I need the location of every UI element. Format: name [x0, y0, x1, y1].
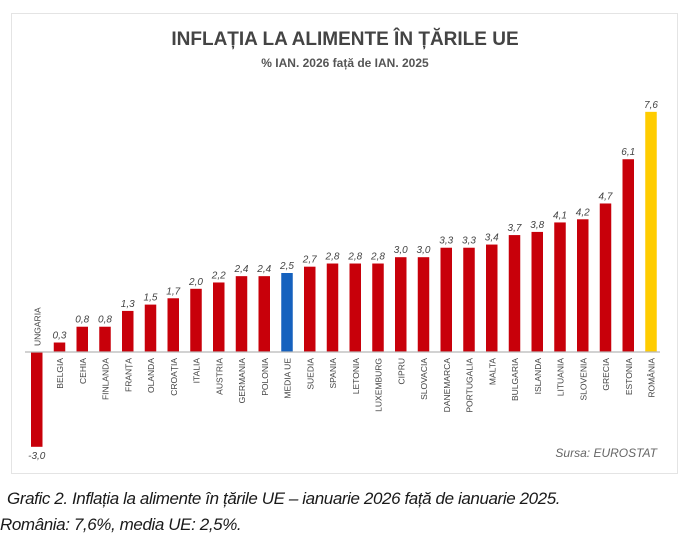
bar-spania: [326, 263, 339, 352]
value-label-ungaria: -3,0: [28, 451, 46, 462]
bar-letonia: [349, 263, 361, 352]
category-label-malta: MALTA: [487, 358, 497, 385]
value-label-bulgaria: 3,7: [508, 223, 522, 234]
value-label-grecia: 4,7: [599, 191, 613, 202]
value-label-malta: 3,4: [485, 233, 499, 244]
category-label-suedia: SUEDIA: [305, 358, 315, 390]
category-label-media-ue: MEDIA UE: [283, 358, 293, 399]
value-label-spania: 2,8: [325, 252, 340, 263]
category-label-belgia: BELGIA: [55, 358, 65, 389]
bar-grecia: [599, 203, 612, 352]
bar-finlanda: [99, 326, 111, 352]
category-label-danemarca: DANEMARCA: [442, 358, 452, 413]
bar-luxemburg: [372, 263, 384, 352]
category-label-estonia: ESTONIA: [624, 358, 634, 395]
value-label-cehia: 0,8: [75, 315, 89, 326]
value-label-olanda: 1,5: [144, 293, 158, 304]
value-label-franta: 1,3: [121, 299, 135, 310]
bar-media-ue: [281, 273, 293, 352]
category-label-slovacia: SLOVACIA: [419, 358, 429, 400]
value-label-media-ue: 2,5: [279, 261, 294, 272]
category-label-austria: AUSTRIA: [214, 358, 224, 395]
value-label-austria: 2,2: [211, 270, 226, 281]
category-label-cehia: CEHIA: [78, 358, 88, 384]
bar-cehia: [76, 326, 88, 352]
bar-ungaria: [31, 352, 43, 447]
labels-group: -3,0 UNGARIA 0,3 BELGIA 0,8 CEHIA 0,8 FINLANDA 1…: [28, 100, 658, 462]
bar-olanda: [144, 304, 157, 352]
chart-subtitle: % IAN. 2026 față de IAN. 2025: [261, 56, 429, 70]
bar-franta: [122, 310, 134, 352]
value-label-portugalia: 3,3: [462, 236, 476, 247]
category-label-letonia: LETONIA: [351, 358, 361, 395]
bar-malta: [486, 244, 498, 352]
value-label-estonia: 6,1: [621, 147, 635, 158]
bar-austria: [213, 282, 225, 352]
bar-danemarca: [440, 247, 452, 352]
category-label-germania: GERMANIA: [237, 358, 247, 404]
bar-germania: [235, 276, 248, 352]
caption-line-1: Grafic 2. Inflația la alimente în țările…: [7, 489, 561, 508]
category-label-romania: ROMÂNIA: [647, 358, 657, 398]
category-label-bulgaria: BULGARIA: [510, 358, 520, 401]
source-label: Sursa: EUROSTAT: [555, 446, 658, 460]
category-label-luxemburg: LUXEMBURG: [374, 358, 384, 412]
bar-slovenia: [577, 219, 589, 352]
value-label-romania: 7,6: [644, 100, 658, 111]
bar-cipru: [395, 257, 407, 352]
category-label-islanda: ISLANDA: [533, 358, 543, 395]
value-label-letonia: 2,8: [347, 252, 362, 263]
value-label-slovacia: 3,0: [417, 245, 431, 256]
figure-caption: Grafic 2. Inflația la alimente în țările…: [0, 486, 700, 538]
category-label-croatia: CROAȚIA: [169, 358, 179, 396]
category-label-spania: SPANIA: [328, 358, 338, 389]
category-label-polonia: POLONIA: [260, 358, 270, 396]
value-label-italia: 2,0: [188, 277, 203, 288]
category-label-ungaria: UNGARIA: [32, 307, 42, 346]
value-label-cipru: 3,0: [394, 245, 408, 256]
category-label-cipru: CIPRU: [396, 358, 406, 384]
chart-title: INFLAȚIA LA ALIMENTE ÎN ȚĂRILE UE: [171, 28, 518, 50]
category-label-olanda: OLANDA: [146, 358, 156, 393]
bar-estonia: [622, 159, 634, 352]
bar-chart: INFLAȚIA LA ALIMENTE ÎN ȚĂRILE UE % IAN.…: [25, 28, 660, 462]
value-label-danemarca: 3,3: [439, 236, 453, 247]
bar-croatia: [167, 298, 179, 352]
chart-frame: [11, 13, 678, 474]
value-label-lituania: 4,1: [553, 210, 567, 221]
value-label-germania: 2,4: [234, 264, 249, 275]
value-label-islanda: 3,8: [530, 220, 544, 231]
bar-bulgaria: [508, 235, 521, 352]
category-label-finlanda: FINLANDA: [101, 358, 111, 400]
value-label-suedia: 2,7: [302, 255, 317, 266]
value-label-luxemburg: 2,8: [370, 252, 385, 263]
caption-line-2: România: 7,6%, media UE: 2,5%.: [0, 515, 242, 534]
category-label-franta: FRANȚA: [123, 358, 133, 392]
bar-italia: [190, 288, 202, 352]
category-label-italia: ITALIA: [192, 358, 202, 384]
category-label-portugalia: PORTUGALIA: [465, 358, 475, 413]
bar-lituania: [554, 222, 566, 352]
bar-polonia: [258, 276, 270, 352]
value-label-belgia: 0,3: [53, 331, 67, 342]
bar-slovacia: [417, 257, 430, 352]
category-label-slovenia: SLOVENIA: [578, 358, 588, 401]
bars-group: [31, 111, 657, 447]
bar-belgia: [53, 342, 66, 352]
bar-portugalia: [463, 247, 475, 352]
bar-islanda: [531, 231, 543, 352]
category-label-grecia: GRECIA: [601, 358, 611, 391]
value-label-finlanda: 0,8: [98, 315, 112, 326]
category-label-lituania: LITUANIA: [556, 358, 566, 397]
value-label-polonia: 2,4: [256, 264, 271, 275]
bar-suedia: [304, 266, 316, 352]
value-label-croatia: 1,7: [166, 286, 180, 297]
bar-romania: [645, 111, 657, 352]
value-label-slovenia: 4,2: [576, 207, 590, 218]
